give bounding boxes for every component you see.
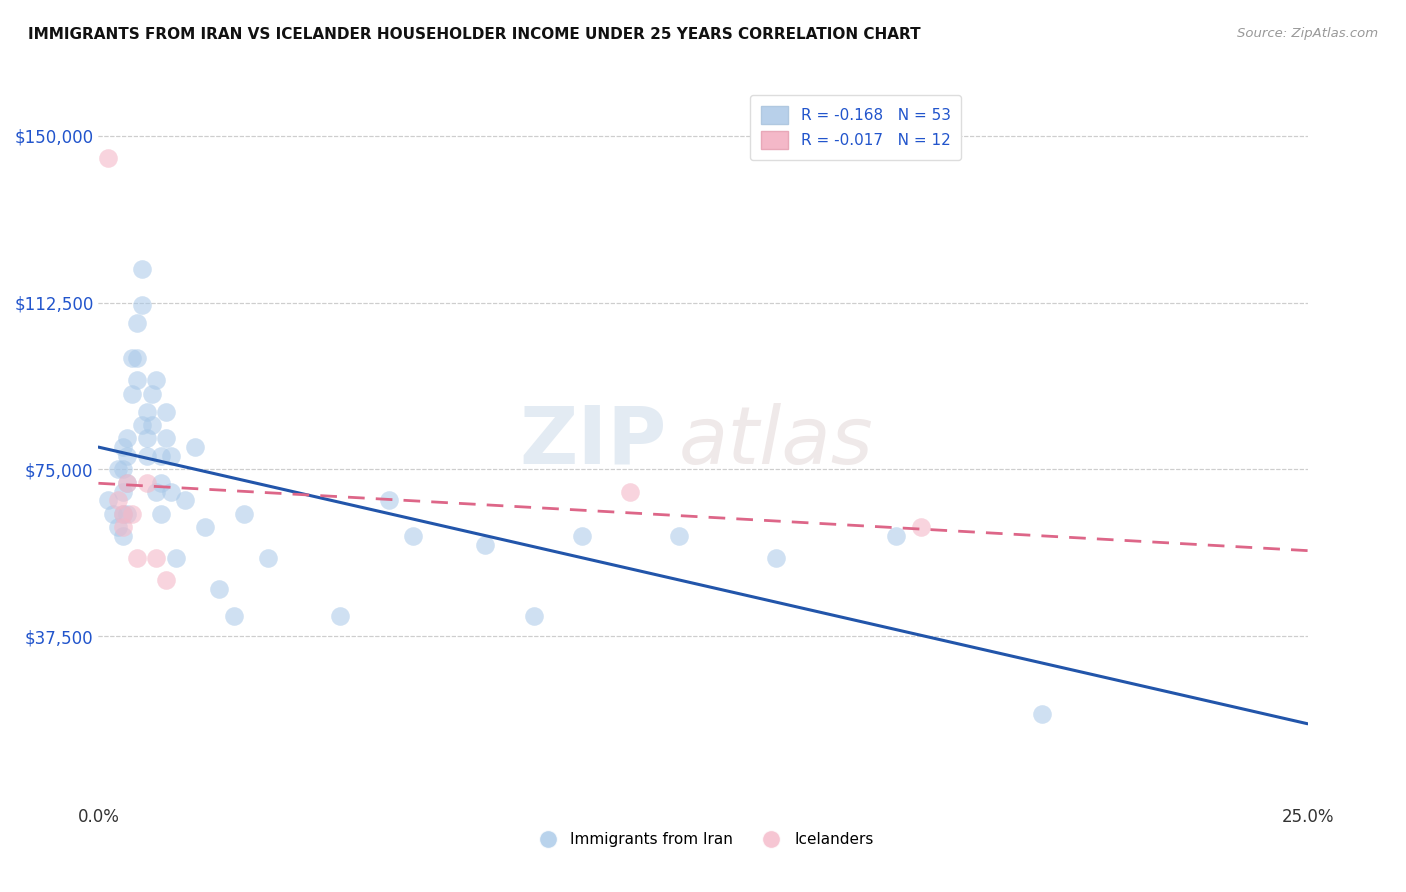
Point — [160, 449, 183, 463]
Point — [117, 475, 139, 490]
Point — [131, 417, 153, 432]
Point — [160, 484, 183, 499]
Point — [135, 475, 157, 490]
Point — [107, 493, 129, 508]
Point — [121, 507, 143, 521]
Point — [232, 507, 254, 521]
Point — [111, 440, 134, 454]
Point — [131, 298, 153, 312]
Point — [121, 386, 143, 401]
Point — [141, 417, 163, 432]
Point — [117, 431, 139, 445]
Point — [97, 493, 120, 508]
Point — [107, 462, 129, 476]
Point — [402, 529, 425, 543]
Text: atlas: atlas — [679, 402, 873, 481]
Point — [765, 551, 787, 566]
Point — [111, 507, 134, 521]
Text: Source: ZipAtlas.com: Source: ZipAtlas.com — [1237, 27, 1378, 40]
Point — [121, 351, 143, 366]
Point — [165, 551, 187, 566]
Point — [111, 529, 134, 543]
Point — [127, 551, 149, 566]
Point — [145, 373, 167, 387]
Point — [208, 582, 231, 597]
Point — [174, 493, 197, 508]
Legend: Immigrants from Iran, Icelanders: Immigrants from Iran, Icelanders — [526, 826, 880, 853]
Point — [194, 520, 217, 534]
Point — [571, 529, 593, 543]
Point — [619, 484, 641, 499]
Point — [256, 551, 278, 566]
Point — [910, 520, 932, 534]
Point — [222, 609, 245, 624]
Point — [111, 462, 134, 476]
Text: ZIP: ZIP — [519, 402, 666, 481]
Point — [135, 431, 157, 445]
Point — [155, 574, 177, 588]
Point — [135, 404, 157, 418]
Point — [117, 475, 139, 490]
Point — [150, 475, 173, 490]
Point — [668, 529, 690, 543]
Point — [111, 484, 134, 499]
Point — [150, 507, 173, 521]
Point — [523, 609, 546, 624]
Point — [101, 507, 124, 521]
Point — [145, 484, 167, 499]
Point — [111, 507, 134, 521]
Point — [886, 529, 908, 543]
Point — [111, 520, 134, 534]
Point — [141, 386, 163, 401]
Point — [117, 449, 139, 463]
Point — [1031, 706, 1053, 721]
Point — [97, 151, 120, 165]
Point — [150, 449, 173, 463]
Point — [135, 449, 157, 463]
Point — [145, 551, 167, 566]
Point — [474, 538, 496, 552]
Point — [155, 404, 177, 418]
Point — [131, 262, 153, 277]
Point — [127, 373, 149, 387]
Point — [377, 493, 399, 508]
Text: IMMIGRANTS FROM IRAN VS ICELANDER HOUSEHOLDER INCOME UNDER 25 YEARS CORRELATION : IMMIGRANTS FROM IRAN VS ICELANDER HOUSEH… — [28, 27, 921, 42]
Point — [117, 507, 139, 521]
Point — [184, 440, 207, 454]
Point — [127, 316, 149, 330]
Point — [127, 351, 149, 366]
Point — [107, 520, 129, 534]
Point — [329, 609, 352, 624]
Point — [155, 431, 177, 445]
